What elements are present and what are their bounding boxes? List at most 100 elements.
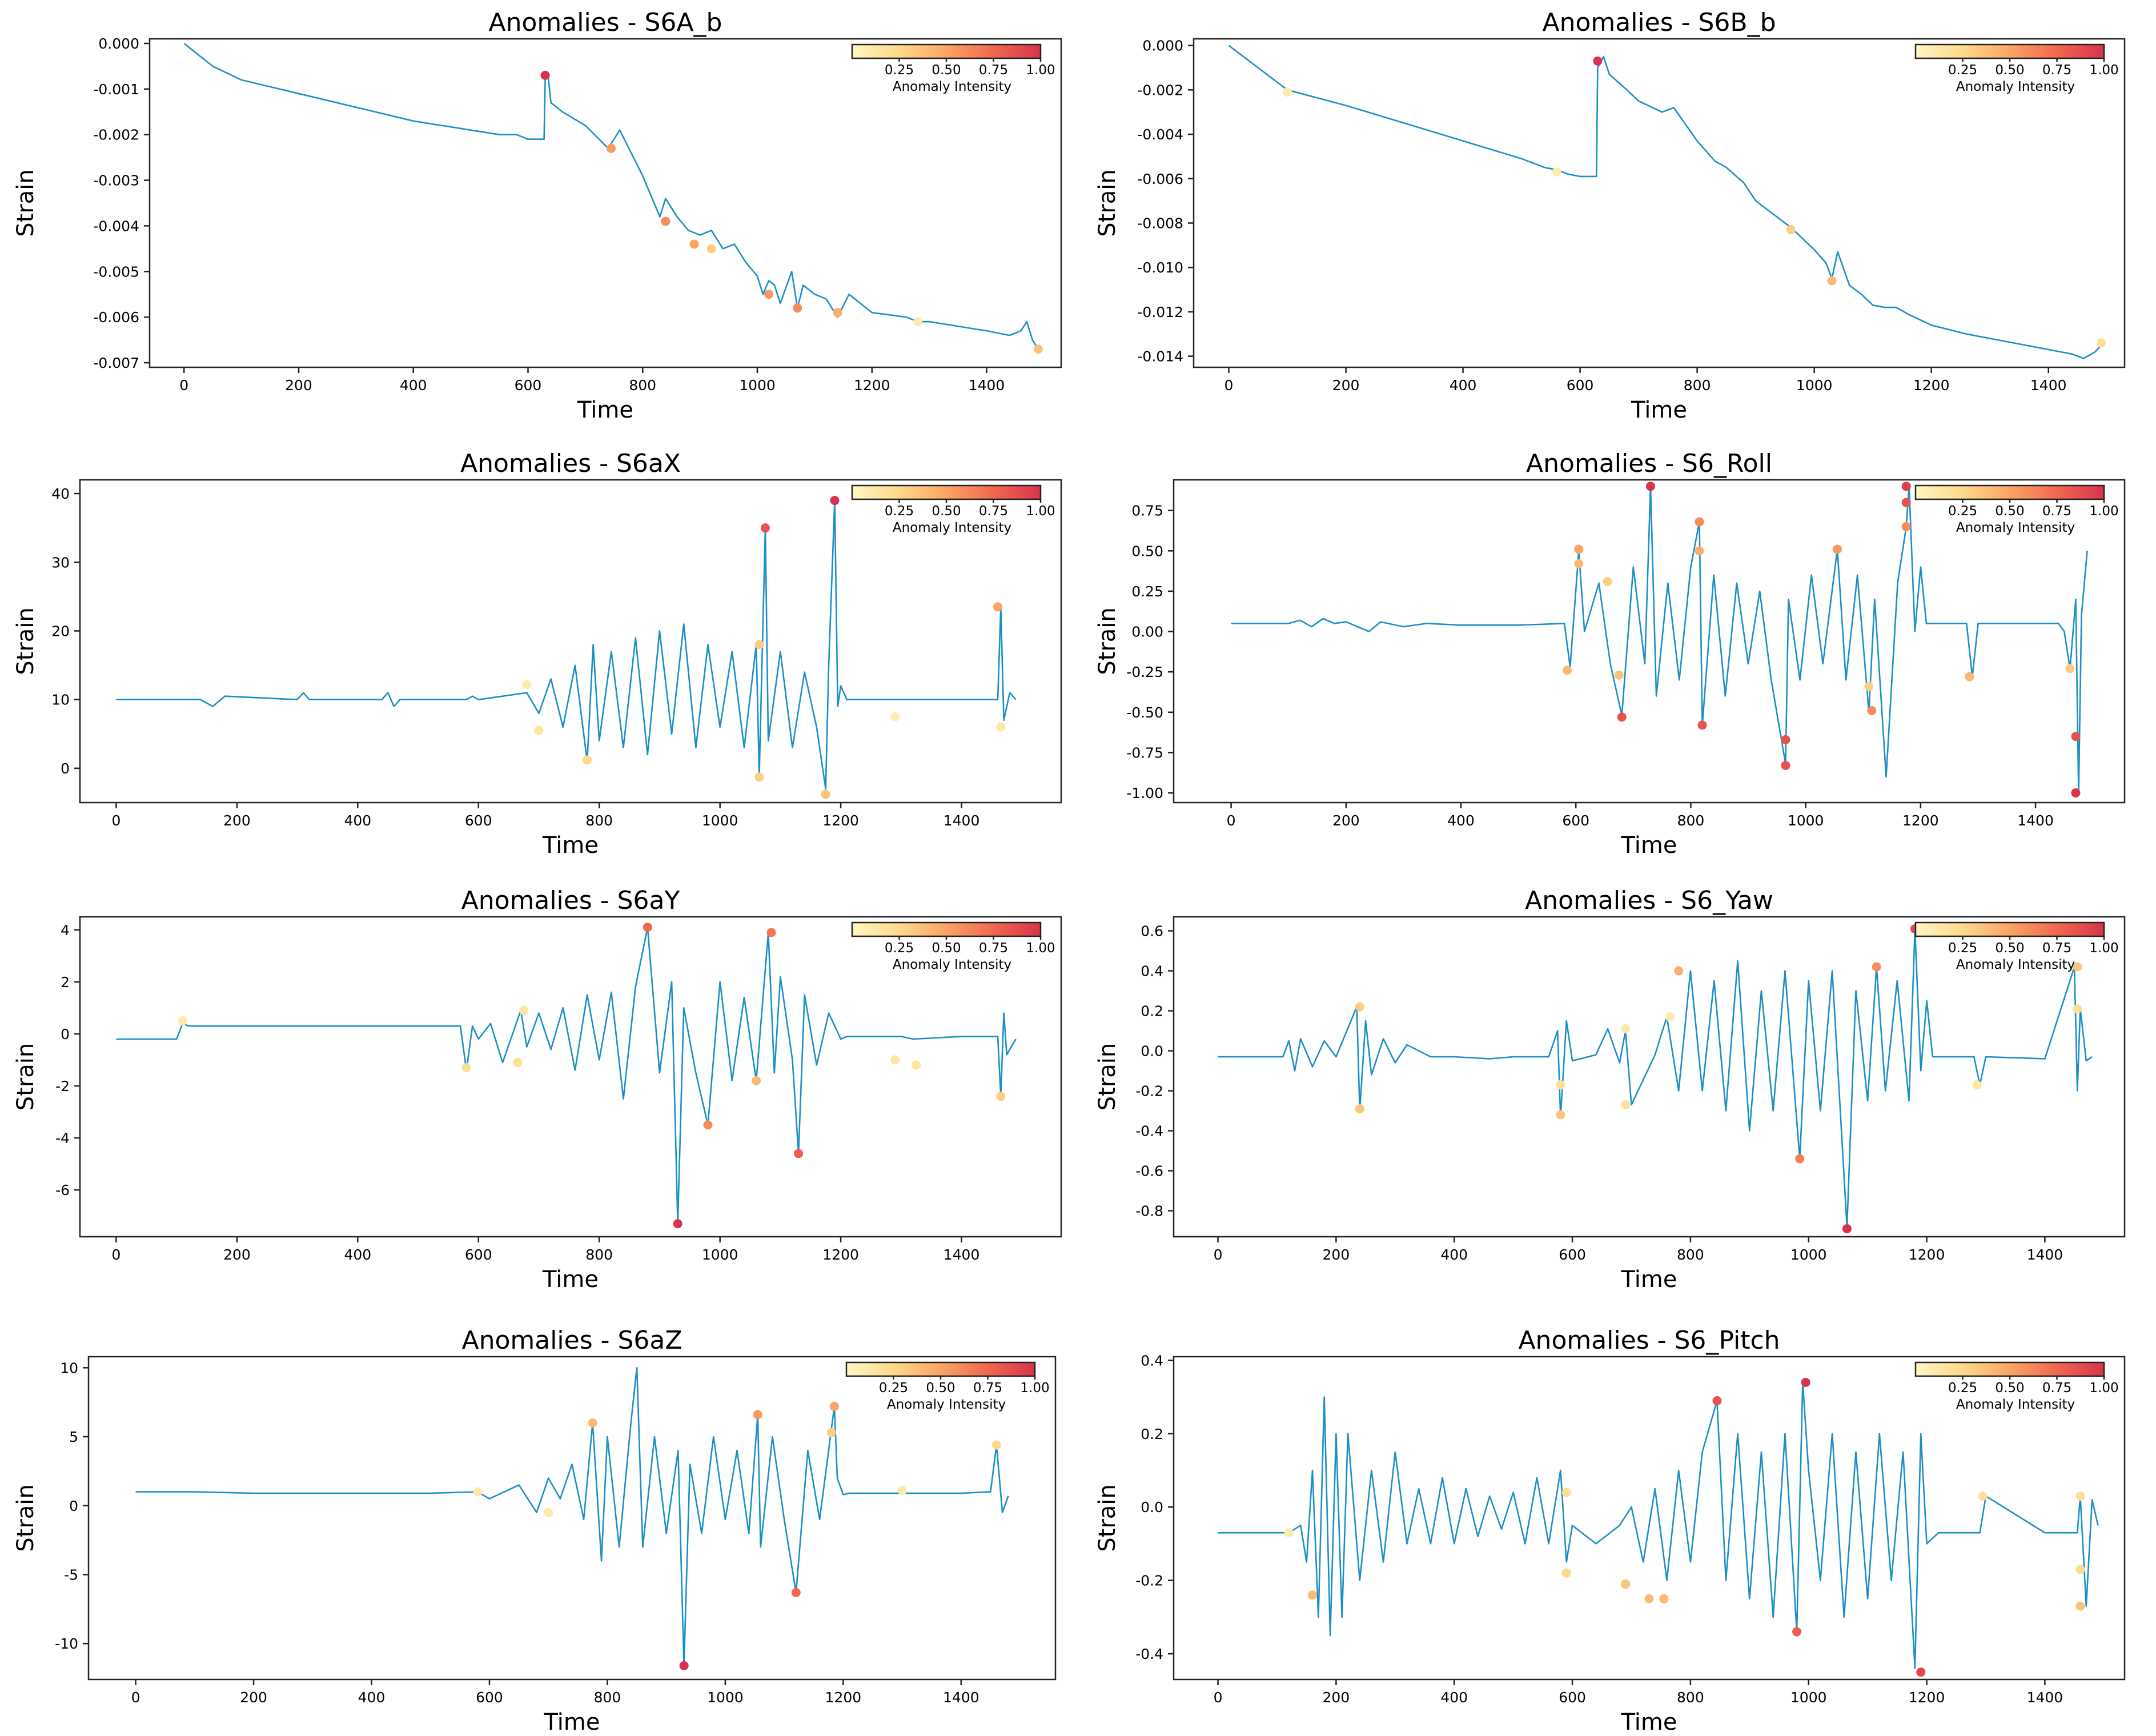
anomaly-point	[2071, 788, 2081, 798]
anomaly-point	[996, 1092, 1006, 1101]
colorbar-legend: 0.25 0.50 0.75 1.00 Anomaly Intensity	[851, 921, 1055, 972]
anomaly-point	[760, 523, 770, 533]
x-tick-label: 600	[465, 1246, 492, 1263]
x-tick-label: 1400	[943, 1689, 979, 1706]
colorbar-legend: 0.25 0.50 0.75 1.00 Anomaly Intensity	[1914, 921, 2119, 972]
x-tick-label: 800	[585, 1246, 613, 1263]
x-tick-label: 1000	[1796, 377, 1833, 394]
x-axis-label: Time	[1621, 832, 1677, 859]
x-tick-label: 600	[1567, 377, 1594, 394]
anomaly-point	[513, 1057, 523, 1067]
colorbar-label: Anomaly Intensity	[1956, 79, 2075, 94]
colorbar-tick-label: 0.25	[1948, 941, 1977, 956]
x-tick-label: 600	[465, 812, 492, 829]
y-tick-label: -0.75	[1126, 744, 1163, 761]
plot-frame	[1173, 479, 2126, 804]
y-axis-label: Strain	[13, 169, 39, 237]
colorbar-tick-label: 0.25	[1948, 504, 1977, 519]
y-tick-label: 5	[69, 1429, 78, 1445]
y-tick-label: 0.6	[1141, 923, 1163, 940]
chart-title: Anomalies - S6_Pitch	[1518, 1326, 1780, 1355]
anomaly-point	[1561, 1488, 1571, 1497]
x-axis-label: Time	[544, 1709, 600, 1735]
colorbar-gradient	[1916, 923, 2104, 936]
colorbar-tick-label: 0.75	[2042, 1381, 2071, 1396]
anomaly-point	[703, 1120, 713, 1130]
y-tick-label: 0.000	[1142, 38, 1183, 54]
anomaly-point	[1695, 546, 1704, 556]
x-tick-label: 1000	[1790, 1246, 1827, 1263]
anomaly-point	[2073, 1004, 2082, 1013]
colorbar-tick-label: 0.50	[932, 63, 961, 78]
anomaly-point	[1965, 672, 1974, 681]
anomaly-point	[993, 602, 1002, 612]
y-tick-label: -0.2	[1135, 1573, 1163, 1589]
anomaly-point	[913, 317, 923, 327]
x-tick-label: 400	[1450, 377, 1477, 394]
anomaly-point	[1864, 681, 1874, 691]
anomaly-point	[1617, 712, 1627, 722]
x-tick-label: 1400	[2027, 1689, 2063, 1706]
x-tick-label: 0	[111, 812, 121, 829]
y-tick-label: -0.003	[93, 173, 139, 189]
x-tick-label: 1400	[943, 812, 980, 829]
chart-title: Anomalies - S6aZ	[461, 1326, 682, 1355]
colorbar-gradient	[852, 486, 1041, 499]
anomaly-point	[1978, 1491, 1988, 1501]
x-tick-label: 200	[1323, 1689, 1350, 1706]
x-tick-label: 600	[476, 1689, 503, 1706]
colorbar-legend: 0.25 0.50 0.75 1.00 Anomaly Intensity	[1914, 484, 2119, 535]
x-tick-label: 800	[1677, 812, 1705, 829]
x-tick-label: 400	[1447, 812, 1475, 829]
x-tick-label: 400	[344, 812, 371, 829]
anomaly-point	[679, 1661, 689, 1670]
anomaly-point	[540, 70, 550, 80]
y-tick-label: 0.2	[1141, 1426, 1163, 1442]
anomaly-point	[1561, 1568, 1571, 1578]
x-tick-label: 200	[1323, 1246, 1350, 1263]
y-tick-label: -0.006	[1137, 171, 1183, 187]
y-axis-label: Strain	[13, 607, 39, 675]
x-tick-label: 800	[1677, 1689, 1704, 1706]
anomaly-point	[1614, 670, 1624, 680]
anomaly-point	[1355, 1104, 1364, 1113]
colorbar-label: Anomaly Intensity	[1956, 520, 2075, 535]
anomaly-point	[643, 923, 652, 932]
anomaly-point	[2075, 1491, 2085, 1501]
y-tick-label: 0	[61, 760, 70, 777]
anomaly-point	[1801, 1377, 1810, 1387]
anomaly-point	[1574, 559, 1584, 568]
y-tick-label: 0.2	[1141, 1003, 1163, 1020]
plot-frame	[79, 916, 1062, 1238]
colorbar-tick-label: 0.50	[932, 941, 961, 956]
x-tick-label: 0	[111, 1246, 121, 1263]
colorbar-tick-label: 0.50	[1995, 1381, 2024, 1396]
x-tick-label: 0	[1227, 812, 1236, 829]
strain-series-line	[1218, 928, 2093, 1228]
y-axis-label: Strain	[13, 1043, 39, 1111]
x-tick-label: 600	[1559, 1689, 1586, 1706]
anomaly-point	[1674, 966, 1684, 976]
colorbar-label: Anomaly Intensity	[1956, 957, 2075, 972]
anomaly-point	[1712, 1396, 1722, 1406]
anomaly-point	[1842, 1224, 1852, 1233]
strain-series-line	[1231, 486, 2088, 794]
x-tick-label: 200	[1332, 812, 1360, 829]
colorbar-tick-label: 0.25	[1948, 1381, 1977, 1396]
y-tick-label: -0.010	[1137, 259, 1183, 276]
colorbar-tick-label: 1.00	[2089, 941, 2118, 956]
anomaly-point	[689, 239, 699, 249]
x-tick-label: 0	[131, 1689, 140, 1706]
y-tick-label: 4	[61, 922, 70, 939]
anomaly-point	[1308, 1590, 1318, 1600]
anomaly-point	[1786, 225, 1796, 235]
anomaly-point	[1284, 1528, 1294, 1538]
y-tick-label: 30	[51, 554, 70, 571]
x-tick-label: 1000	[1790, 1689, 1827, 1706]
anomaly-point	[1827, 276, 1837, 286]
anomaly-point	[1792, 1627, 1802, 1637]
y-tick-label: -0.005	[93, 263, 139, 280]
anomaly-point	[1556, 1080, 1565, 1089]
anomaly-point	[2075, 1565, 2085, 1574]
colorbar-gradient	[1916, 1362, 2104, 1376]
